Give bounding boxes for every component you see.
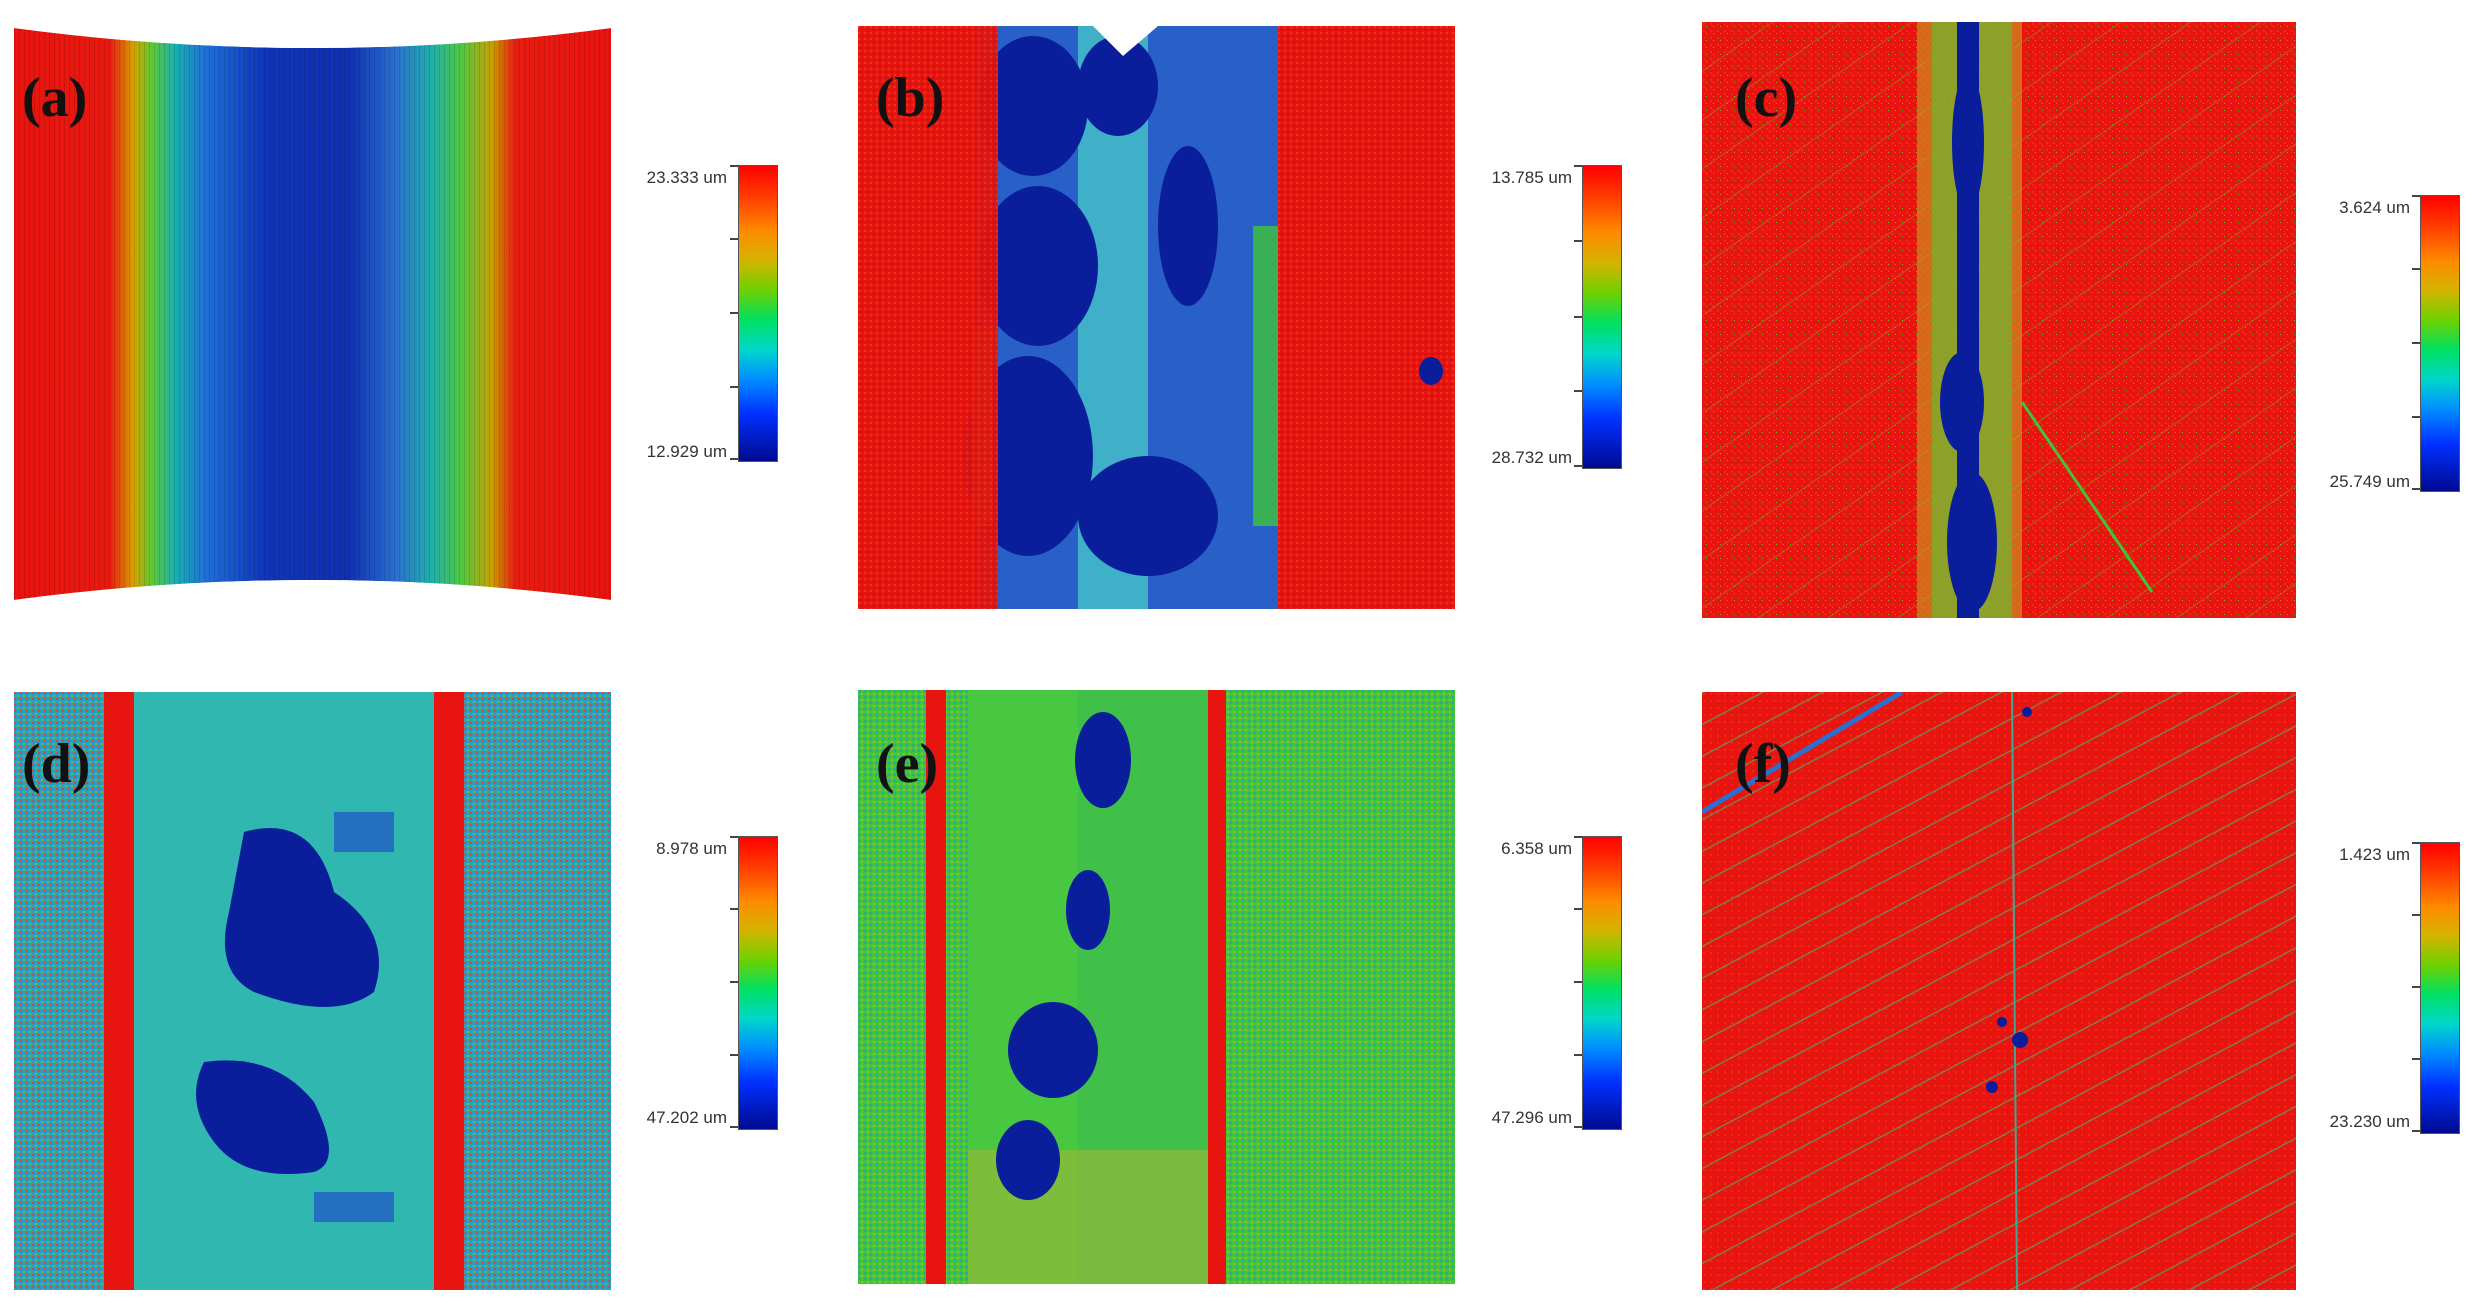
panel-label-e: (e) (876, 733, 939, 795)
scale-bottom-label-b: 28.732 um (1491, 448, 1572, 467)
surface-image-e (858, 690, 1455, 1284)
color-bar-e (1582, 836, 1622, 1130)
panel-label-b: (b) (876, 67, 945, 129)
scale-bottom-label-f: 23.230 um (2329, 1112, 2410, 1131)
scale-bottom-label-c: 25.749 um (2329, 472, 2410, 491)
scale-top-label-a: 23.333 um (646, 168, 727, 187)
surface-image-b (858, 26, 1455, 609)
scale-top-label-e: 6.358 um (1501, 839, 1572, 858)
surface-image-a (14, 28, 611, 600)
scale-bottom-label-a: 12.929 um (646, 442, 727, 461)
scale-top-label-b: 13.785 um (1491, 168, 1572, 187)
surface-image-c (1702, 22, 2296, 618)
surface-image-f (1702, 692, 2296, 1290)
panel-label-c: (c) (1735, 67, 1798, 129)
surface-image-d (14, 692, 611, 1290)
color-bar-d (738, 836, 778, 1130)
color-bar-c (2420, 195, 2460, 492)
scale-bottom-label-d: 47.202 um (646, 1108, 727, 1127)
panel-label-a: (a) (22, 67, 88, 129)
scale-top-label-c: 3.624 um (2339, 198, 2410, 217)
color-bar-a (738, 165, 778, 462)
panel-label-f: (f) (1735, 733, 1791, 795)
panel-label-d: (d) (22, 733, 91, 795)
scale-bottom-label-e: 47.296 um (1491, 1108, 1572, 1127)
scale-top-label-d: 8.978 um (656, 839, 727, 858)
scale-top-label-f: 1.423 um (2339, 845, 2410, 864)
color-bar-b (1582, 165, 1622, 469)
color-bar-f (2420, 842, 2460, 1134)
